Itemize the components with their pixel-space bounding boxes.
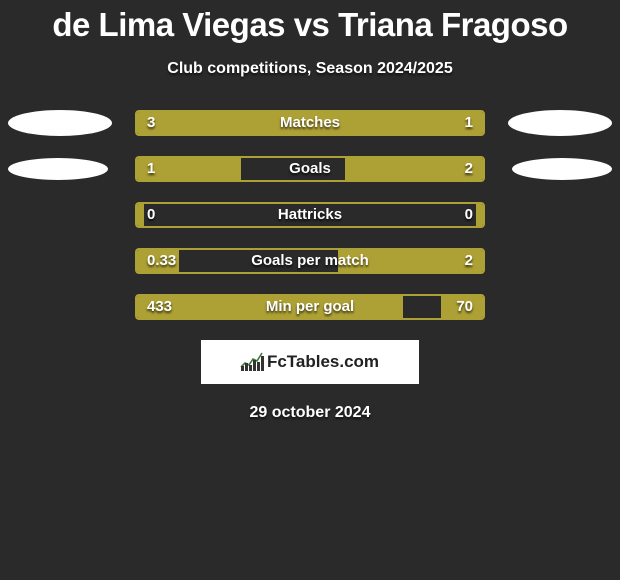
bar-chart-icon xyxy=(241,353,263,371)
stat-label: Hattricks xyxy=(135,202,485,228)
stat-label: Min per goal xyxy=(135,294,485,320)
logo-prefix: Fc xyxy=(267,352,287,371)
logo-suffix: .com xyxy=(339,352,379,371)
logo-text: FcTables.com xyxy=(267,352,379,372)
stat-label: Goals per match xyxy=(135,248,485,274)
stats-rows: 31Matches 12Goals 00Hattricks 0.332Goals pe… xyxy=(0,110,620,320)
logo-box: FcTables.com xyxy=(201,340,419,384)
player-oval-right xyxy=(508,110,612,136)
subtitle: Club competitions, Season 2024/2025 xyxy=(0,60,620,78)
player-oval-right xyxy=(512,158,612,180)
stat-label: Goals xyxy=(135,156,485,182)
page-title: de Lima Viegas vs Triana Fragoso xyxy=(0,0,620,44)
logo-main: Tables xyxy=(287,352,340,371)
stat-row: 0.332Goals per match xyxy=(0,248,620,274)
player-oval-left xyxy=(8,158,108,180)
stat-row: 00Hattricks xyxy=(0,202,620,228)
stat-label: Matches xyxy=(135,110,485,136)
date-label: 29 october 2024 xyxy=(0,404,620,422)
stat-row: 12Goals xyxy=(0,156,620,182)
player-oval-left xyxy=(8,110,112,136)
stat-row: 31Matches xyxy=(0,110,620,136)
stat-row: 43370Min per goal xyxy=(0,294,620,320)
